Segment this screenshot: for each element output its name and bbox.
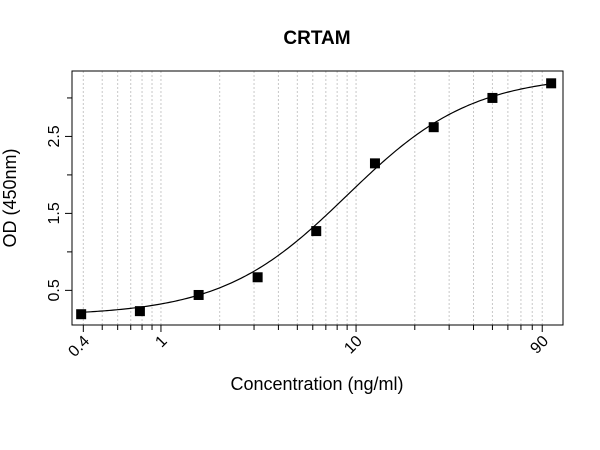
data-point bbox=[487, 92, 498, 103]
data-point bbox=[252, 272, 263, 283]
x-axis-label: Concentration (ng/ml) bbox=[230, 374, 403, 394]
x-tick-label: 0.4 bbox=[65, 333, 93, 361]
data-point bbox=[311, 226, 322, 237]
data-points bbox=[76, 78, 557, 320]
x-tick-label: 90 bbox=[527, 333, 552, 358]
grid-lines bbox=[82, 71, 543, 325]
plot-frame bbox=[71, 70, 564, 326]
data-point bbox=[428, 122, 439, 133]
x-tick-label: 10 bbox=[341, 333, 366, 358]
y-tick-label: 2.5 bbox=[46, 125, 63, 147]
data-point bbox=[193, 289, 204, 300]
chart-title: CRTAM bbox=[283, 28, 350, 49]
y-axis: 0.5 1.5 2.5 bbox=[46, 97, 72, 301]
y-axis-label: OD (450nm) bbox=[0, 148, 20, 247]
fit-curve-line bbox=[81, 83, 552, 313]
data-point bbox=[76, 309, 87, 320]
x-axis: 0.4 1 10 90 bbox=[65, 325, 552, 361]
y-tick-label: 0.5 bbox=[46, 279, 63, 301]
x-tick-label: 1 bbox=[152, 333, 170, 351]
y-tick-label: 1.5 bbox=[46, 202, 63, 224]
data-point bbox=[134, 306, 145, 317]
data-point bbox=[369, 158, 380, 169]
data-point bbox=[546, 78, 557, 89]
